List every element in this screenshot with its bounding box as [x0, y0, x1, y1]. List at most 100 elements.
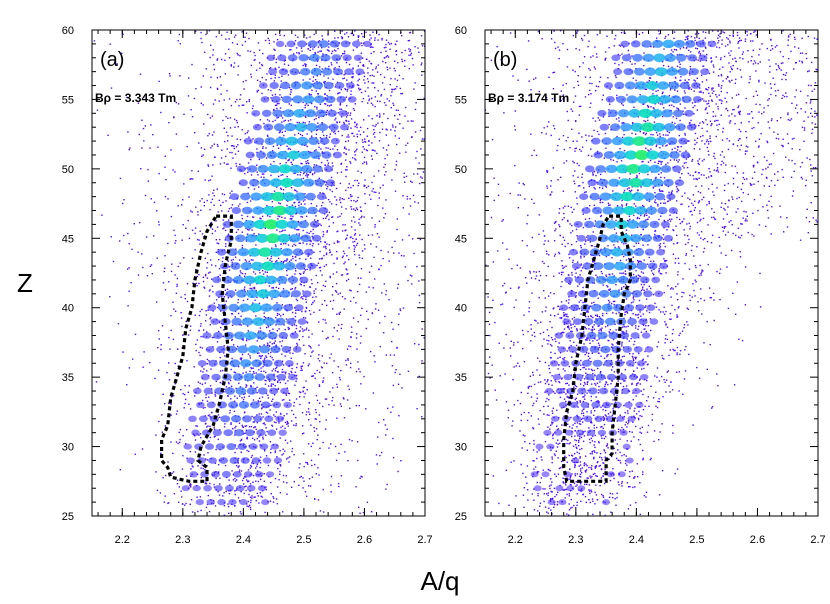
scatter-point: [411, 275, 413, 277]
scatter-point: [340, 108, 343, 110]
scatter-point: [333, 242, 335, 244]
scatter-point: [449, 53, 450, 54]
scatter-point: [418, 294, 421, 297]
scatter-point: [385, 50, 387, 52]
scatter-point: [439, 66, 440, 67]
scatter-point: [190, 499, 193, 501]
scatter-point: [420, 148, 422, 150]
scatter-point: [239, 98, 241, 100]
scatter-point: [315, 64, 318, 67]
scatter-point: [291, 217, 293, 220]
scatter-point: [409, 205, 412, 207]
scatter-point: [326, 49, 329, 51]
scatter-point: [377, 436, 379, 438]
scatter-point: [336, 81, 339, 83]
scatter-point: [354, 151, 356, 153]
scatter-point: [212, 310, 214, 312]
scatter-point: [294, 286, 297, 289]
scatter-point: [381, 82, 384, 84]
scatter-point: [567, 326, 570, 329]
scatter-point: [168, 122, 170, 124]
scatter-point: [430, 271, 431, 272]
scatter-point: [343, 50, 346, 52]
density-spot: [271, 191, 285, 202]
scatter-point: [238, 382, 240, 384]
scatter-point: [345, 116, 348, 118]
scatter-point: [689, 174, 691, 176]
scatter-point: [562, 207, 565, 209]
scatter-point: [273, 54, 275, 57]
scatter-point: [699, 210, 701, 212]
scatter-point: [328, 403, 330, 406]
scatter-point: [196, 285, 198, 287]
scatter-point: [279, 381, 281, 384]
scatter-point: [580, 264, 582, 266]
scatter-point: [285, 242, 287, 245]
scatter-point: [568, 443, 570, 445]
scatter-point: [548, 414, 550, 416]
scatter-point: [825, 80, 826, 81]
scatter-point: [127, 305, 129, 307]
density-spot: [249, 178, 260, 187]
scatter-point: [210, 316, 212, 319]
scatter-point: [323, 75, 325, 77]
scatter-point: [242, 299, 245, 302]
scatter-point: [215, 380, 217, 383]
scatter-point: [392, 437, 394, 440]
scatter-point: [350, 118, 353, 120]
scatter-point: [251, 229, 253, 231]
scatter-point: [350, 186, 352, 189]
scatter-point: [274, 49, 276, 51]
scatter-point: [230, 368, 232, 371]
scatter-point: [305, 215, 308, 218]
scatter-point: [206, 199, 208, 202]
scatter-point: [434, 94, 435, 95]
scatter-point: [360, 475, 362, 478]
scatter-point: [308, 363, 310, 365]
scatter-point: [345, 268, 347, 270]
scatter-point: [230, 423, 232, 425]
scatter-point: [211, 232, 214, 235]
scatter-point: [249, 355, 251, 357]
scatter-point: [638, 418, 640, 421]
scatter-point: [336, 250, 338, 253]
scatter-point: [230, 167, 232, 169]
scatter-point: [314, 463, 316, 466]
scatter-point: [256, 352, 259, 354]
scatter-point: [337, 92, 339, 94]
scatter-point: [312, 375, 314, 377]
scatter-point: [164, 255, 166, 257]
scatter-point: [464, 57, 465, 58]
scatter-point: [182, 199, 184, 201]
scatter-point: [312, 233, 314, 235]
density-spot: [228, 401, 239, 409]
scatter-point: [262, 52, 264, 55]
scatter-point: [355, 486, 357, 488]
scatter-point: [658, 244, 661, 247]
scatter-point: [668, 218, 671, 220]
density-spot: [269, 82, 279, 89]
scatter-point: [331, 203, 333, 205]
scatter-point: [305, 63, 307, 66]
scatter-point: [399, 308, 401, 310]
scatter-point: [410, 180, 412, 182]
scatter-point: [185, 398, 187, 401]
scatter-point: [302, 101, 304, 104]
scatter-point: [378, 268, 380, 271]
density-spot: [302, 290, 312, 298]
scatter-point: [681, 295, 683, 298]
scatter-point: [198, 282, 200, 285]
scatter-point: [739, 69, 742, 71]
scatter-point: [249, 506, 252, 509]
scatter-point: [588, 135, 590, 137]
scatter-point: [350, 290, 352, 292]
scatter-point: [234, 34, 237, 36]
density-spot: [236, 485, 245, 492]
scatter-point: [290, 88, 292, 91]
scatter-point: [282, 229, 284, 232]
scatter-point: [413, 252, 415, 255]
scatter-point: [325, 197, 327, 199]
scatter-point: [664, 342, 666, 344]
scatter-point: [206, 262, 209, 264]
scatter-point: [119, 177, 122, 180]
